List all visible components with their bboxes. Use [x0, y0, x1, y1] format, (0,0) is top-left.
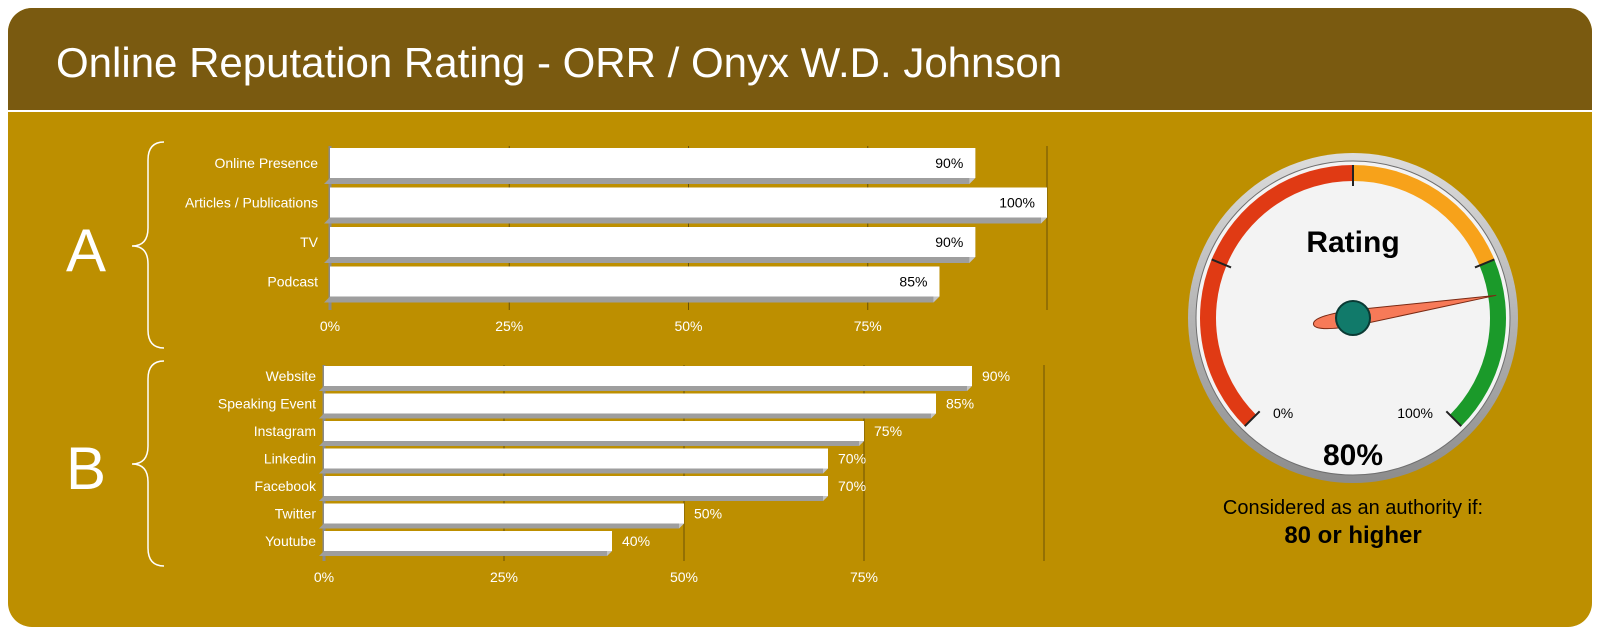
category-label: Website: [266, 368, 317, 384]
tick-label: 50%: [674, 318, 702, 334]
rating-gauge: 0% 100% Rating 80%: [1188, 153, 1518, 483]
tick-label: 25%: [495, 318, 523, 334]
data-label: 100%: [999, 195, 1035, 211]
bar-bottom-face: [324, 257, 976, 263]
gauge-min-label: 0%: [1273, 405, 1293, 421]
bracket-a: [131, 141, 165, 349]
bar-bottom-face: [319, 496, 828, 501]
gauge-tick: [1445, 410, 1462, 427]
bar: [324, 531, 612, 551]
bar-bottom-face: [324, 178, 976, 184]
category-label: Online Presence: [214, 155, 318, 171]
rating-card: Online Reputation Rating - ORR / Onyx W.…: [8, 8, 1592, 627]
gauge-tick: [1474, 258, 1495, 269]
data-label: 40%: [622, 533, 650, 549]
charts-canvas: A B Online Presence 90% Articles / Publica…: [66, 141, 1518, 585]
category-label: Twitter: [275, 506, 317, 522]
data-label: 90%: [982, 368, 1010, 384]
bar: [324, 448, 828, 469]
tick-label: 50%: [670, 569, 698, 585]
gauge-band: [1449, 259, 1506, 427]
bar: [324, 393, 936, 414]
gauge-band: [1352, 165, 1495, 266]
bar-bottom-face: [319, 551, 612, 556]
bar: [330, 266, 940, 297]
category-label: TV: [300, 234, 319, 250]
bar-bottom-face: [319, 386, 972, 391]
chart-b: Website 90% Speaking Event 85% Instagram 75% L…: [218, 365, 1045, 585]
header-bar: Online Reputation Rating - ORR / Onyx W.…: [8, 8, 1592, 112]
data-label: 85%: [899, 274, 927, 290]
bracket-b: [131, 360, 165, 567]
group-brackets: A B: [66, 141, 165, 567]
tick-label: 75%: [854, 318, 882, 334]
data-label: 90%: [935, 155, 963, 171]
authority-note-line2: 80 or higher: [1284, 522, 1421, 549]
tick-label: 25%: [490, 569, 518, 585]
bar: [324, 421, 864, 441]
gauge-value-label: 80%: [1323, 439, 1383, 472]
tick-label: 0%: [314, 569, 334, 585]
tick-label: 75%: [850, 569, 878, 585]
page-title: Online Reputation Rating - ORR / Onyx W.…: [56, 39, 1063, 86]
category-label: Youtube: [265, 533, 316, 549]
bar: [330, 148, 976, 178]
category-label: Speaking Event: [218, 396, 316, 412]
bar-bottom-face: [319, 523, 684, 529]
group-label-a: A: [66, 217, 106, 284]
bar: [330, 187, 1047, 218]
gauge-title: Rating: [1306, 226, 1399, 259]
gauge-max-label: 100%: [1397, 405, 1433, 421]
category-label: Articles / Publications: [185, 195, 318, 211]
category-label: Linkedin: [264, 451, 316, 467]
bar-bottom-face: [319, 413, 936, 419]
bar-bottom-face: [319, 468, 828, 474]
data-label: 90%: [935, 234, 963, 250]
data-label: 70%: [838, 451, 866, 467]
tick-label: 0%: [320, 318, 340, 334]
data-label: 75%: [874, 423, 902, 439]
gauge-hub: [1335, 300, 1371, 336]
chart-a: Online Presence 90% Articles / Publication…: [185, 146, 1048, 334]
bar-bottom-face: [324, 217, 1047, 224]
data-label: 70%: [838, 478, 866, 494]
bar: [324, 476, 828, 496]
bar-bottom-face: [319, 441, 864, 446]
bar: [324, 366, 972, 386]
bar-bottom-face: [324, 296, 940, 303]
category-label: Facebook: [255, 478, 317, 494]
data-label: 85%: [946, 396, 974, 412]
category-label: Instagram: [254, 423, 316, 439]
bar: [324, 503, 684, 524]
gauge-tick: [1211, 258, 1232, 269]
category-label: Podcast: [267, 274, 318, 290]
bar: [330, 227, 976, 257]
data-label: 50%: [694, 506, 722, 522]
group-label-b: B: [66, 435, 106, 502]
authority-note-line1: Considered as an authority if:: [1223, 497, 1483, 519]
gauge-tick: [1244, 410, 1261, 427]
